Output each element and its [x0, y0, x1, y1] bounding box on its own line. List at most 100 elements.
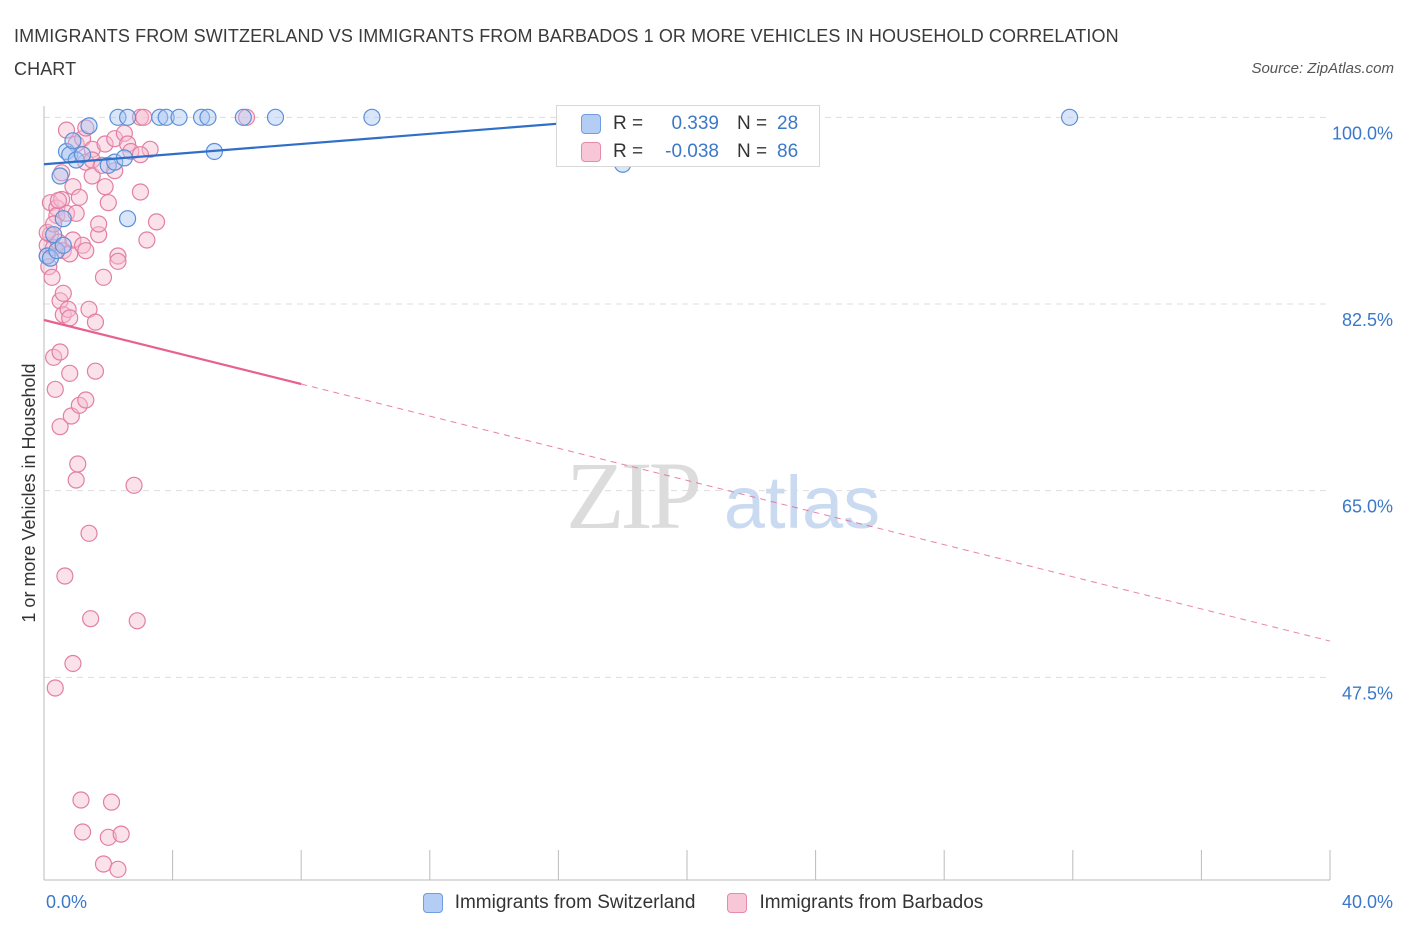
- point-barbados: [93, 156, 111, 174]
- legend-swatch-switzerland: [422, 893, 443, 913]
- legend-swatch-barbados: [727, 893, 748, 913]
- watermark-atlas: atlas: [724, 461, 880, 544]
- point-switzerland: [57, 142, 76, 161]
- point-barbados: [64, 178, 82, 196]
- point-barbados: [57, 121, 76, 139]
- point-barbados: [94, 268, 113, 286]
- point-switzerland: [151, 108, 169, 126]
- point-switzerland: [199, 108, 217, 126]
- point-barbados: [57, 204, 76, 222]
- point-barbados: [46, 679, 64, 697]
- y-axis-label: 1 or more Vehicles in Household: [19, 363, 39, 622]
- barbados-swatch: [581, 142, 601, 162]
- trend-line-barbados: [43, 318, 302, 386]
- point-barbados: [51, 418, 69, 436]
- legend-item-barbados[interactable]: Immigrants from Barbados: [727, 892, 983, 914]
- point-barbados: [72, 791, 90, 809]
- point-barbados: [99, 828, 117, 846]
- point-switzerland: [170, 108, 188, 126]
- r-label: R =: [613, 141, 644, 162]
- point-barbados: [67, 471, 85, 489]
- point-barbados: [122, 142, 140, 161]
- point-barbados: [38, 223, 56, 242]
- point-barbados: [73, 236, 92, 254]
- point-barbados: [109, 247, 127, 265]
- trend-lines: [43, 116, 1331, 642]
- r-value-barbados: -0.038: [665, 141, 719, 162]
- point-barbados: [141, 140, 159, 158]
- point-barbados: [59, 300, 77, 318]
- tick-labels: 100.0% 82.5% 65.0% 47.5% 0.0% 40.0%: [46, 123, 1393, 912]
- point-barbados: [102, 793, 121, 811]
- point-barbados: [96, 178, 114, 196]
- point-switzerland: [234, 108, 252, 126]
- point-barbados: [109, 252, 127, 270]
- chart-legend: Immigrants from Switzerland Immigrants f…: [0, 888, 1406, 918]
- point-barbados: [61, 309, 79, 327]
- point-barbados: [96, 135, 114, 153]
- stats-legend-box: R = 0.339 N = 28 R = -0.038 N = 86: [556, 105, 820, 167]
- point-barbados: [64, 654, 82, 673]
- n-value-barbados: 86: [777, 141, 799, 162]
- point-barbados: [51, 343, 69, 361]
- r-value-switzerland: 0.339: [671, 113, 719, 134]
- point-switzerland: [54, 236, 72, 254]
- point-barbados: [61, 364, 79, 382]
- point-barbados: [138, 231, 156, 249]
- point-barbados: [131, 146, 150, 164]
- point-barbados: [77, 242, 95, 260]
- point-switzerland: [109, 108, 127, 126]
- r-label: R =: [613, 113, 644, 134]
- n-label: N =: [737, 141, 768, 162]
- y-tick-label: 47.5%: [1342, 683, 1393, 703]
- point-barbados: [135, 108, 153, 126]
- n-label: N =: [737, 113, 768, 134]
- point-barbados: [46, 380, 64, 398]
- point-barbados: [67, 204, 85, 222]
- y-tick-label: 65.0%: [1342, 497, 1393, 517]
- legend-label-barbados: Immigrants from Barbados: [759, 892, 984, 913]
- point-barbados: [43, 268, 61, 286]
- y-tick-label: 100.0%: [1332, 123, 1393, 143]
- point-switzerland: [266, 108, 285, 126]
- point-barbados: [115, 124, 133, 142]
- point-barbados: [147, 213, 166, 231]
- point-switzerland: [118, 108, 137, 126]
- stats-row-switzerland: R = 0.339 N = 28: [581, 110, 798, 138]
- x-tick-label: 0.0%: [46, 892, 87, 912]
- point-barbados: [83, 167, 101, 185]
- y-tick-label: 82.5%: [1342, 310, 1393, 330]
- point-switzerland: [118, 210, 137, 228]
- point-switzerland: [157, 108, 175, 126]
- point-switzerland: [80, 117, 98, 135]
- point-barbados: [49, 191, 68, 210]
- point-barbados: [61, 245, 79, 263]
- watermark-zip: ZIP: [566, 442, 699, 549]
- point-switzerland: [1060, 108, 1079, 126]
- point-barbados: [73, 823, 92, 841]
- x-tick-label: 40.0%: [1342, 892, 1393, 912]
- point-switzerland: [64, 132, 82, 150]
- point-barbados: [128, 612, 146, 630]
- point-switzerland: [363, 108, 381, 126]
- point-barbados: [82, 610, 100, 628]
- point-barbados: [80, 524, 98, 542]
- stats-row-barbados: R = -0.038 N = 86: [581, 138, 798, 166]
- legend-label-switzerland: Immigrants from Switzerland: [454, 892, 696, 913]
- point-barbados: [40, 258, 58, 276]
- source-label: Source: ZipAtlas.com: [1251, 60, 1394, 77]
- point-barbados: [69, 455, 87, 473]
- point-barbados: [94, 855, 113, 873]
- point-switzerland: [51, 167, 69, 185]
- switzerland-swatch: [581, 114, 601, 134]
- data-points: [38, 108, 1079, 878]
- axes: [43, 106, 1331, 881]
- point-barbados: [86, 313, 105, 331]
- point-barbados: [54, 284, 72, 302]
- point-barbados: [56, 567, 74, 585]
- point-barbados: [70, 188, 88, 206]
- legend-item-switzerland[interactable]: Immigrants from Switzerland: [422, 892, 696, 914]
- point-switzerland: [45, 226, 63, 244]
- point-barbados: [86, 362, 105, 380]
